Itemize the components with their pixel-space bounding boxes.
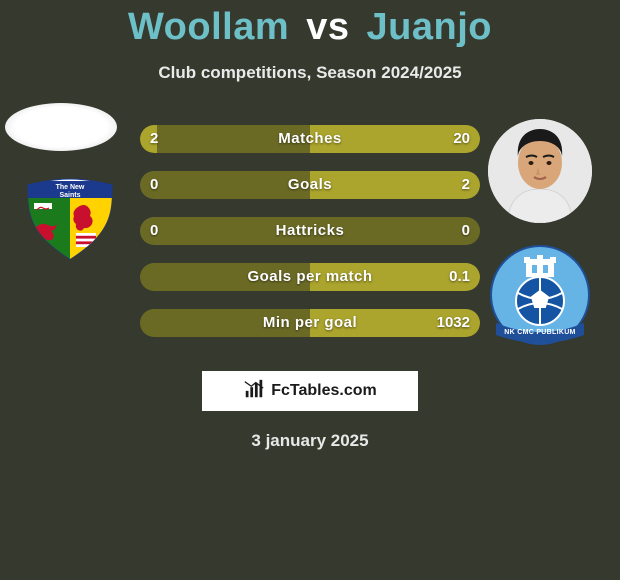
comparison-date: 3 january 2025	[0, 431, 620, 451]
stat-label: Matches	[140, 125, 480, 153]
svg-text:The New: The New	[56, 184, 85, 191]
svg-text:NK CMC PUBLIKUM: NK CMC PUBLIKUM	[504, 329, 575, 336]
stat-row-matches: 220Matches	[140, 125, 480, 153]
stat-label: Goals per match	[140, 263, 480, 291]
player-right-avatar	[488, 119, 592, 223]
player-left-name: Woollam	[128, 6, 289, 48]
fctables-logo[interactable]: FcTables.com	[202, 371, 418, 411]
stat-row-goals: 02Goals	[140, 171, 480, 199]
stat-bars: 220Matches 02Goals 00Hattricks 0.1Goals per…	[140, 125, 480, 355]
comparison-area: The New Saints	[0, 111, 620, 361]
stat-label: Min per goal	[140, 309, 480, 337]
vs-text: vs	[306, 6, 349, 48]
stat-label: Goals	[140, 171, 480, 199]
stat-row-goals-per-match: 0.1Goals per match	[140, 263, 480, 291]
club-left-badge: The New Saints	[20, 177, 120, 261]
stat-row-hattricks: 00Hattricks	[140, 217, 480, 245]
comparison-subtitle: Club competitions, Season 2024/2025	[0, 63, 620, 83]
player-right-name: Juanjo	[367, 6, 492, 48]
player-left-avatar	[5, 103, 117, 151]
logo-text: FcTables.com	[271, 382, 377, 400]
stat-row-min-per-goal: 1032Min per goal	[140, 309, 480, 337]
comparison-title: Woollam vs Juanjo	[0, 0, 620, 49]
svg-text:Saints: Saints	[59, 192, 80, 199]
stat-label: Hattricks	[140, 217, 480, 245]
club-right-badge: NK CMC PUBLIKUM	[490, 245, 590, 345]
bar-chart-icon	[243, 378, 265, 405]
